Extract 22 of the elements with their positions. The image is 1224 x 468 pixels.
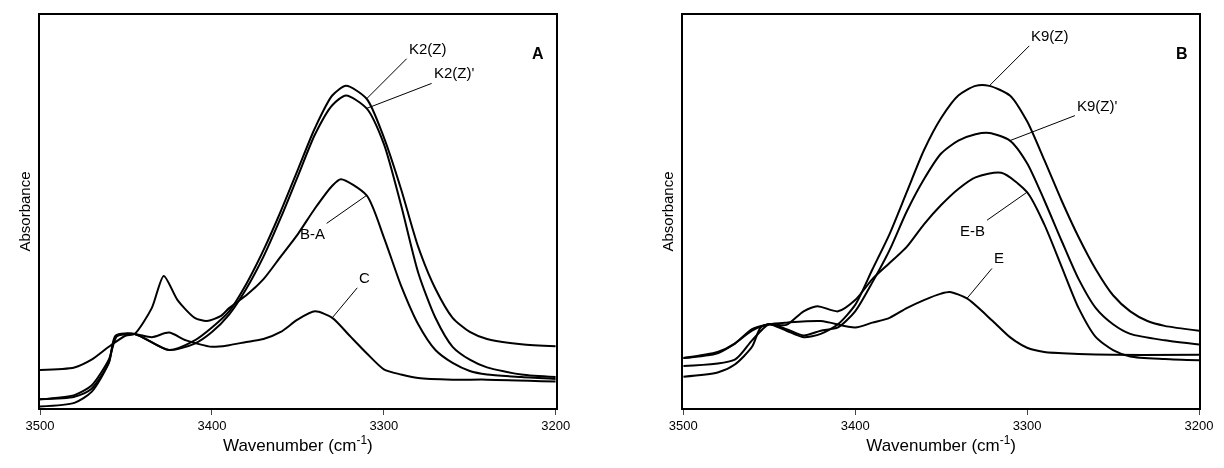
- text: K9(Z): [1031, 27, 1069, 44]
- x-tick-label: 3200: [541, 418, 571, 434]
- series-label: E-B: [960, 222, 986, 239]
- x-tick-label: 3400: [840, 418, 870, 434]
- y-axis-title: Absorbance: [16, 171, 33, 252]
- text: E: [994, 249, 1005, 266]
- x-tick-label: 3300: [1012, 418, 1042, 434]
- x-tick-label: 3500: [25, 418, 55, 434]
- text: A: [532, 45, 544, 62]
- y-axis-title: Absorbance: [659, 171, 677, 252]
- x-tick-label: 3500: [668, 418, 698, 434]
- series-label: B-A: [300, 225, 326, 242]
- text: K2(Z): [409, 40, 447, 57]
- text: K2(Z)': [434, 64, 475, 81]
- x-axis-title: Wavenumber (cm$^{-1}$): [222, 433, 373, 456]
- text: K9(Z)': [1077, 97, 1118, 114]
- text: C: [359, 269, 370, 286]
- text: B: [1176, 45, 1188, 62]
- x-tick-label: 3400: [197, 418, 227, 434]
- x-axis-title: Wavenumber (cm$^{-1}$): [866, 433, 1017, 456]
- x-tick-label: 3300: [369, 418, 399, 434]
- x-tick-label: 3200: [1184, 418, 1214, 434]
